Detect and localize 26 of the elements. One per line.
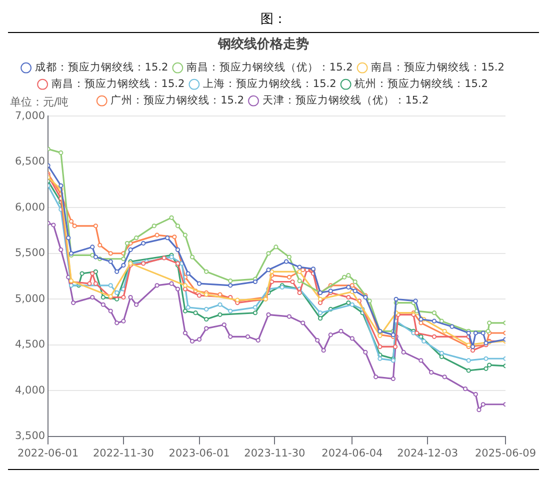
legend-label: 成都：预应力钢绞线：15.2 [34, 60, 168, 74]
y-tick-label: 4,000 [14, 384, 46, 396]
x-tick-label: 2023-06-01 [168, 447, 230, 460]
x-tick-label: 2022-06-01 [18, 447, 79, 460]
x-tick-label: 2022-11-30 [92, 447, 154, 460]
legend-label: 南昌：预应力钢绞线：15.2 [371, 60, 504, 74]
y-tick-label: 6,000 [14, 201, 46, 214]
text: 图： [260, 12, 286, 27]
chart-title: 钢绞线价格走势 [217, 36, 309, 52]
y-tick-label: 5,500 [14, 247, 46, 260]
x-tick-label: 2024-06-04 [322, 447, 384, 460]
x-tick-label: 2025-06-09 [474, 447, 536, 460]
legend-label: 上海：预应力钢绞线：15.2 [202, 77, 336, 90]
y-tick-label: 3,500 [14, 430, 46, 442]
y-axis-title: 单位：元/吨 [10, 95, 69, 108]
x-tick-label: 2024-12-03 [397, 447, 458, 460]
legend-label: 南昌：预应力钢绞线：15.2 [51, 77, 185, 90]
y-tick-label: 4,500 [14, 338, 46, 351]
x-tick-label: 2023-11-30 [244, 447, 306, 460]
y-tick-label: 6,500 [14, 156, 46, 168]
legend-label: 南昌：预应力钢绞线（优）：15.2 [186, 60, 353, 74]
legend-label: 杭州：预应力钢绞线：15.2 [354, 77, 488, 90]
legend-label: 广州：预应力钢绞线：15.2 [110, 94, 244, 107]
legend-label: 天津：预应力钢绞线（优）：15.2 [262, 94, 429, 107]
y-tick-label: 7,000 [14, 110, 46, 122]
y-tick-label: 5,000 [14, 292, 46, 305]
